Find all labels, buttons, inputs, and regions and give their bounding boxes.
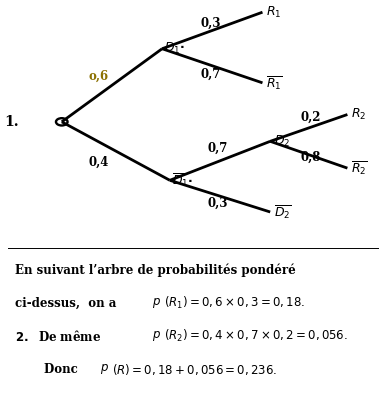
Text: 0,7: 0,7 [208,142,228,155]
Text: $D_1$·: $D_1$· [164,41,185,56]
Text: 0,2: 0,2 [301,110,322,123]
Text: $(R_2) = 0,4 \times 0,7 \times 0,2 = 0,056.$: $(R_2) = 0,4 \times 0,7 \times 0,2 = 0,0… [164,328,348,344]
Text: $p$: $p$ [100,362,109,376]
Text: $p$: $p$ [152,329,161,343]
Text: $D_2$: $D_2$ [274,134,290,149]
Text: 0,3: 0,3 [200,17,221,29]
Text: 0,8: 0,8 [301,151,321,163]
Text: $R_1$: $R_1$ [266,5,282,20]
Text: 0,3: 0,3 [208,197,229,210]
Text: $R_2$: $R_2$ [351,107,367,122]
Text: En suivant l’arbre de probabilités pondéré: En suivant l’arbre de probabilités pondé… [15,264,296,277]
Text: o,6: o,6 [88,70,108,83]
Text: $\overline{D_2}$: $\overline{D_2}$ [274,203,291,221]
Text: $(R_1) = 0,6 \times 0,3 = 0,18.$: $(R_1) = 0,6 \times 0,3 = 0,18.$ [164,296,305,311]
Text: Donc: Donc [44,363,82,376]
Text: $\overline{D_1}$·: $\overline{D_1}$· [172,171,193,189]
Text: 0,4: 0,4 [88,156,108,169]
Text: 0,7: 0,7 [200,68,220,81]
Text: $\mathbf{2.}$  De même: $\mathbf{2.}$ De même [15,329,102,344]
Text: $p$: $p$ [152,296,161,310]
Text: ci-dessus,  on a: ci-dessus, on a [15,297,121,310]
Text: $(R) = 0,18 + 0,056 = 0,236.$: $(R) = 0,18 + 0,056 = 0,236.$ [112,362,277,376]
Text: $\overline{R_1}$: $\overline{R_1}$ [266,74,283,92]
Text: 1.: 1. [4,115,19,129]
Text: $\overline{R_2}$: $\overline{R_2}$ [351,159,368,177]
